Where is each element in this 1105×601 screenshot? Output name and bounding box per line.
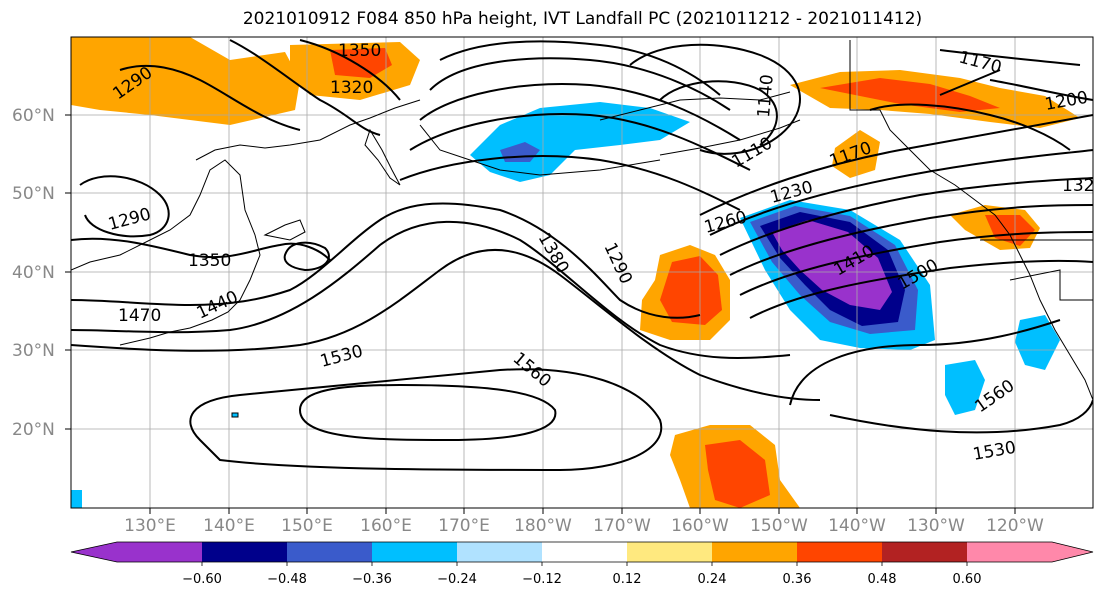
lon-label: 160°W	[671, 516, 729, 536]
colorbar-segment	[797, 542, 882, 562]
contour-label: 132	[1062, 176, 1094, 196]
colorbar: −0.60 −0.48 −0.36 −0.24 −0.12 0.12 0.24 …	[70, 541, 1094, 587]
colorbar-segment	[457, 542, 542, 562]
colorbar-segment	[712, 542, 797, 562]
contour-label: 1350	[188, 251, 231, 271]
colorbar-tick-label: −0.48	[267, 572, 307, 587]
longitude-labels: 130°E 140°E 150°E 160°E 170°E 180°W 170°…	[124, 516, 1044, 536]
lon-label: 130°W	[907, 516, 965, 536]
colorbar-tick-label: 0.60	[953, 572, 982, 587]
colorbar-segment	[542, 542, 627, 562]
colorbar-segment	[287, 542, 372, 562]
height-contours	[71, 39, 1093, 472]
lon-label: 150°E	[281, 516, 333, 536]
colorbar-segment	[882, 542, 967, 562]
lon-label: 120°W	[986, 516, 1044, 536]
colorbar-tick-label: −0.24	[437, 572, 477, 587]
colorbar-tick-label: 0.12	[613, 572, 642, 587]
colorbar-segment	[117, 542, 202, 562]
colorbar-segment	[71, 542, 117, 562]
axis-ticks	[65, 114, 1016, 514]
lon-label: 140°W	[828, 516, 886, 536]
colorbar-segment	[372, 542, 457, 562]
lon-label: 180°W	[514, 516, 572, 536]
lon-label: 170°E	[438, 516, 490, 536]
colorbar-segment	[967, 542, 1052, 562]
colorbar-tick-label: −0.60	[182, 572, 222, 587]
colorbar-tick-label: 0.48	[868, 572, 897, 587]
lon-label: 140°E	[203, 516, 255, 536]
lat-label: 20°N	[12, 420, 55, 440]
contour-label: 1320	[330, 78, 373, 98]
lat-label: 60°N	[12, 106, 55, 126]
colorbar-segment	[1052, 542, 1093, 562]
contour-label: 1350	[338, 41, 381, 61]
lon-label: 170°W	[593, 516, 651, 536]
colorbar-segment	[202, 542, 287, 562]
lon-label: 160°E	[360, 516, 412, 536]
colorbar-tick-label: 0.36	[783, 572, 812, 587]
lat-label: 50°N	[12, 184, 55, 204]
lon-label: 150°W	[750, 516, 808, 536]
colorbar-segment	[627, 542, 712, 562]
map-title: 2021010912 F084 850 hPa height, IVT Land…	[242, 9, 923, 29]
negative-ivt-shading	[71, 102, 1060, 508]
contour-label: 1470	[118, 306, 161, 326]
contour-label: 1140	[754, 74, 778, 119]
lon-label: 130°E	[124, 516, 176, 536]
latitude-labels: 60°N 50°N 40°N 30°N 20°N	[12, 106, 55, 440]
colorbar-tick-label: 0.24	[698, 572, 727, 587]
lat-label: 30°N	[12, 341, 55, 361]
colorbar-tick-label: −0.12	[522, 572, 562, 587]
lat-label: 40°N	[12, 263, 55, 283]
colorbar-tick-label: −0.36	[352, 572, 392, 587]
